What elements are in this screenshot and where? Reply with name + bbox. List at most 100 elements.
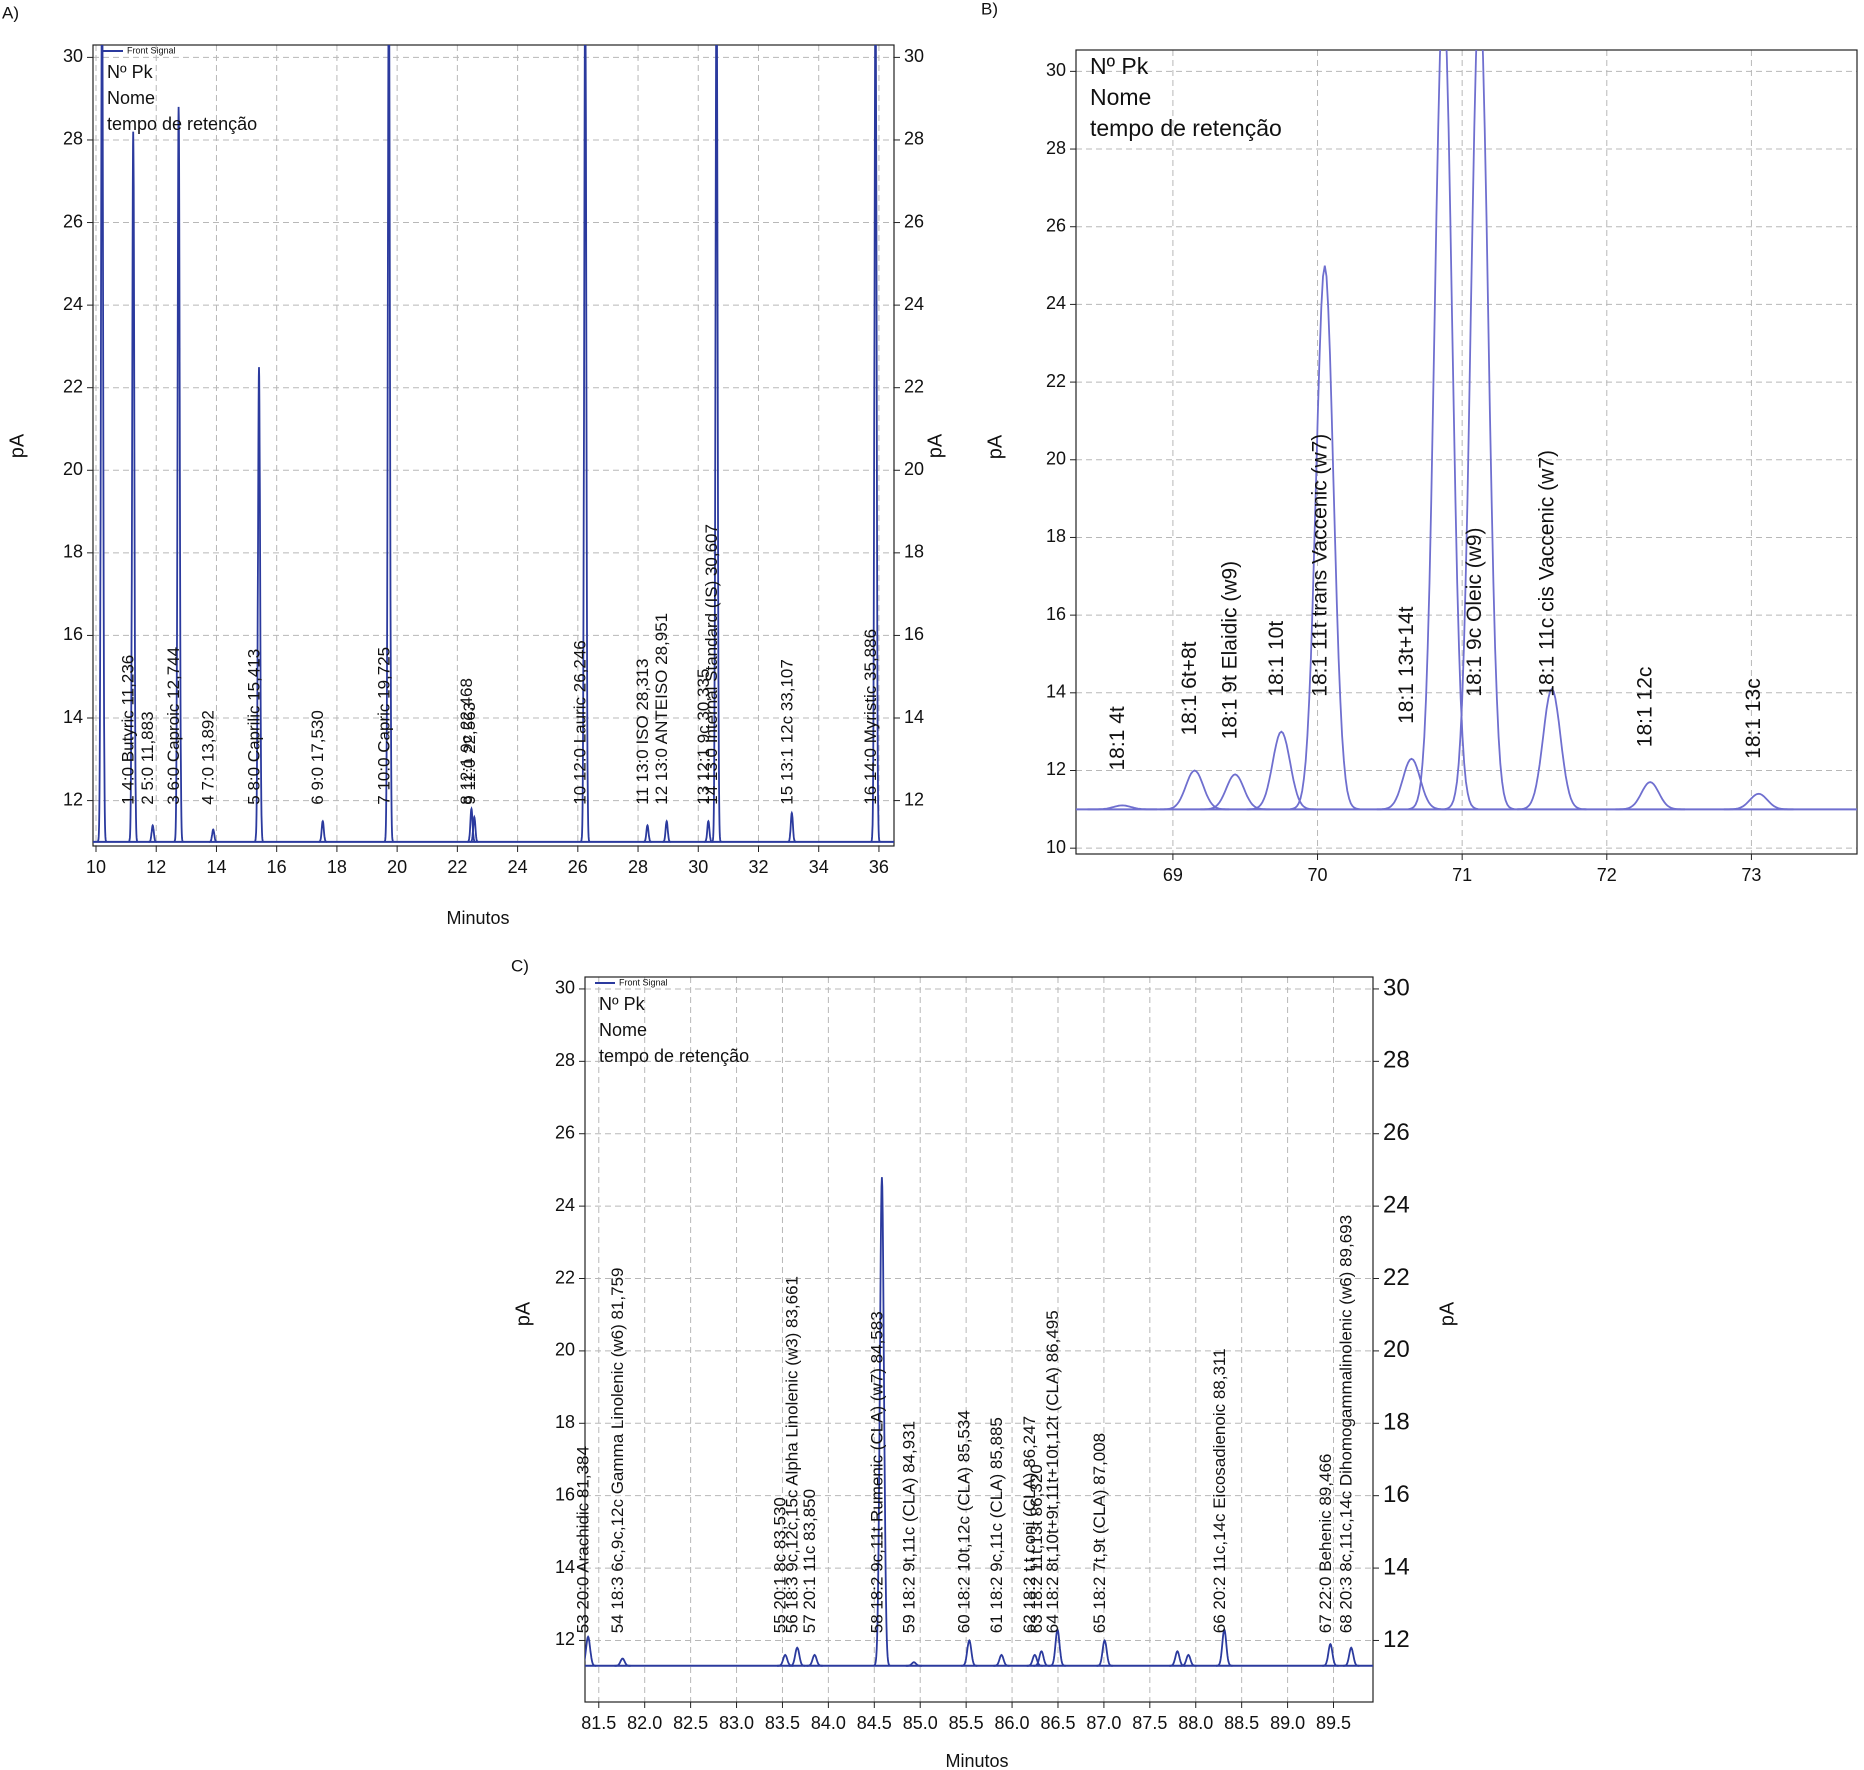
peak — [662, 819, 672, 843]
peak-label: 18:1 13t+14t — [1395, 606, 1418, 724]
y-tick-label: 16 — [63, 624, 83, 644]
y-tick-label: 18 — [1046, 526, 1066, 546]
peak-label: 12 13:0 ANTEISO 28,951 — [652, 613, 671, 805]
peak-label: 13 12:1 9c 30,335 — [694, 669, 713, 805]
y-tick-label: 22 — [1046, 371, 1066, 391]
y-tick-label: 22 — [63, 376, 83, 396]
peak-label: 56 18:3 9c,12c,15c Alpha Linolenic (w3) … — [783, 1276, 802, 1633]
peak — [1444, 50, 1515, 810]
peak — [148, 823, 158, 843]
panel-label: A) — [2, 3, 19, 22]
x-tick-label: 28 — [628, 857, 648, 877]
peak-label: 18:1 13c — [1742, 678, 1765, 759]
y-tick-label: 28 — [63, 129, 83, 149]
peak — [1169, 1650, 1186, 1667]
y-tick-label: 14 — [1046, 682, 1066, 702]
x-tick-label: 89.5 — [1316, 1713, 1351, 1733]
x-tick-label: 16 — [267, 857, 287, 877]
peak-label: 18:1 11t trans Vaccenic (w7) — [1308, 434, 1331, 697]
x-tick-label: 20 — [387, 857, 407, 877]
panel-label: C) — [511, 956, 529, 975]
peak-label: 10 12:0 Lauric 26,246 — [571, 640, 590, 804]
peak — [1087, 804, 1157, 811]
x-tick-label: 82.5 — [673, 1713, 708, 1733]
peak-label: 18:1 9c Oleic (w9) — [1463, 527, 1486, 696]
peak — [961, 1639, 978, 1667]
peak-label: 65 18:2 7t,9t (CLA) 87,008 — [1090, 1433, 1109, 1633]
peak — [1289, 265, 1360, 811]
x-tick-label: 30 — [688, 857, 708, 877]
peak — [870, 45, 881, 843]
peak-label: 67 22:0 Behenic 89,466 — [1316, 1454, 1335, 1634]
peak — [1322, 1642, 1339, 1667]
x-tick-label: 87.0 — [1086, 1713, 1121, 1733]
peak-label: 16 14:0 Myristic 35,886 — [861, 629, 880, 805]
x-tick-label: 84.5 — [857, 1713, 892, 1733]
peak — [1408, 50, 1479, 810]
peak-label: 18:1 6t+8t — [1178, 641, 1201, 735]
peak-label: 18:1 12c — [1634, 667, 1657, 748]
y-tick-label: 22 — [555, 1267, 575, 1287]
y-tick-label: 16 — [555, 1484, 575, 1504]
y-tick-label: 10 — [1046, 837, 1066, 857]
x-tick-label: 86.0 — [995, 1713, 1030, 1733]
info-text: Nº Pk — [599, 994, 646, 1014]
x-tick-label: 12 — [146, 857, 166, 877]
y2-tick-label: 14 — [904, 707, 924, 727]
peak-label: 55 20:1 8c 83,530 — [771, 1497, 790, 1633]
x-tick-label: 10 — [86, 857, 106, 877]
peak — [1026, 1653, 1043, 1667]
peak — [1343, 1646, 1360, 1667]
y2-tick-label: 26 — [1383, 1119, 1410, 1146]
legend-label: Front Signal — [619, 977, 668, 987]
y2-tick-label: 22 — [1383, 1264, 1410, 1291]
peak-label: 3 6:0 Caproic 12,744 — [164, 647, 183, 805]
y-tick-label: 26 — [63, 211, 83, 231]
y2-tick-label: 16 — [904, 624, 924, 644]
peak — [614, 1657, 631, 1667]
x-tick-label: 26 — [568, 857, 588, 877]
peak — [711, 45, 722, 843]
peak — [1200, 773, 1270, 811]
x-axis-label: Minutos — [446, 908, 509, 928]
peak — [173, 106, 184, 843]
peak-label: 7 10:0 Capric 19,725 — [374, 647, 393, 805]
peak — [873, 1177, 891, 1667]
y-tick-label: 12 — [63, 789, 83, 809]
y-tick-label: 26 — [1046, 215, 1066, 235]
peak — [1033, 1650, 1050, 1667]
peak — [704, 819, 713, 843]
y-tick-label: 14 — [63, 707, 83, 727]
panel-label: B) — [981, 0, 998, 18]
x-tick-label: 32 — [748, 857, 768, 877]
peak — [466, 806, 477, 843]
legend-label: Front Signal — [127, 45, 176, 55]
y-tick-label: 20 — [555, 1340, 575, 1360]
x-tick-label: 88.5 — [1224, 1713, 1259, 1733]
peak — [1159, 769, 1230, 811]
y-tick-label: 12 — [555, 1629, 575, 1649]
peak-label: 54 18:3 6c,9c,12c Gamma Linolenic (w6) 8… — [608, 1268, 627, 1634]
peak-label: 53 20:0 Arachidic 81,384 — [574, 1446, 593, 1633]
x-tick-label: 88.0 — [1178, 1713, 1213, 1733]
peak-label: 11 13:0 ISO 28,313 — [633, 659, 652, 805]
peak — [1376, 757, 1447, 811]
x-tick-label: 83.0 — [719, 1713, 754, 1733]
info-text: Nome — [107, 88, 155, 108]
info-text: Nome — [599, 1020, 647, 1040]
y-tick-label: 18 — [63, 542, 83, 562]
y-tick-label: 30 — [63, 46, 83, 66]
peak — [1216, 1627, 1233, 1667]
x-tick-label: 34 — [809, 857, 829, 877]
x-tick-label: 69 — [1163, 865, 1183, 885]
x-tick-label: 14 — [206, 857, 226, 877]
peak-label: 18:1 4t — [1106, 706, 1129, 770]
plot-frame — [92, 44, 895, 847]
peak-label: 57 20:1 11c 83,850 — [800, 1489, 819, 1633]
y2-tick-label: 20 — [904, 459, 924, 479]
peak-label: 14 13:0 Internal Standard (IS) 30,607 — [702, 524, 721, 805]
x-tick-label: 86.5 — [1040, 1713, 1075, 1733]
info-text: Nome — [1090, 84, 1151, 110]
y2-tick-label: 18 — [904, 542, 924, 562]
